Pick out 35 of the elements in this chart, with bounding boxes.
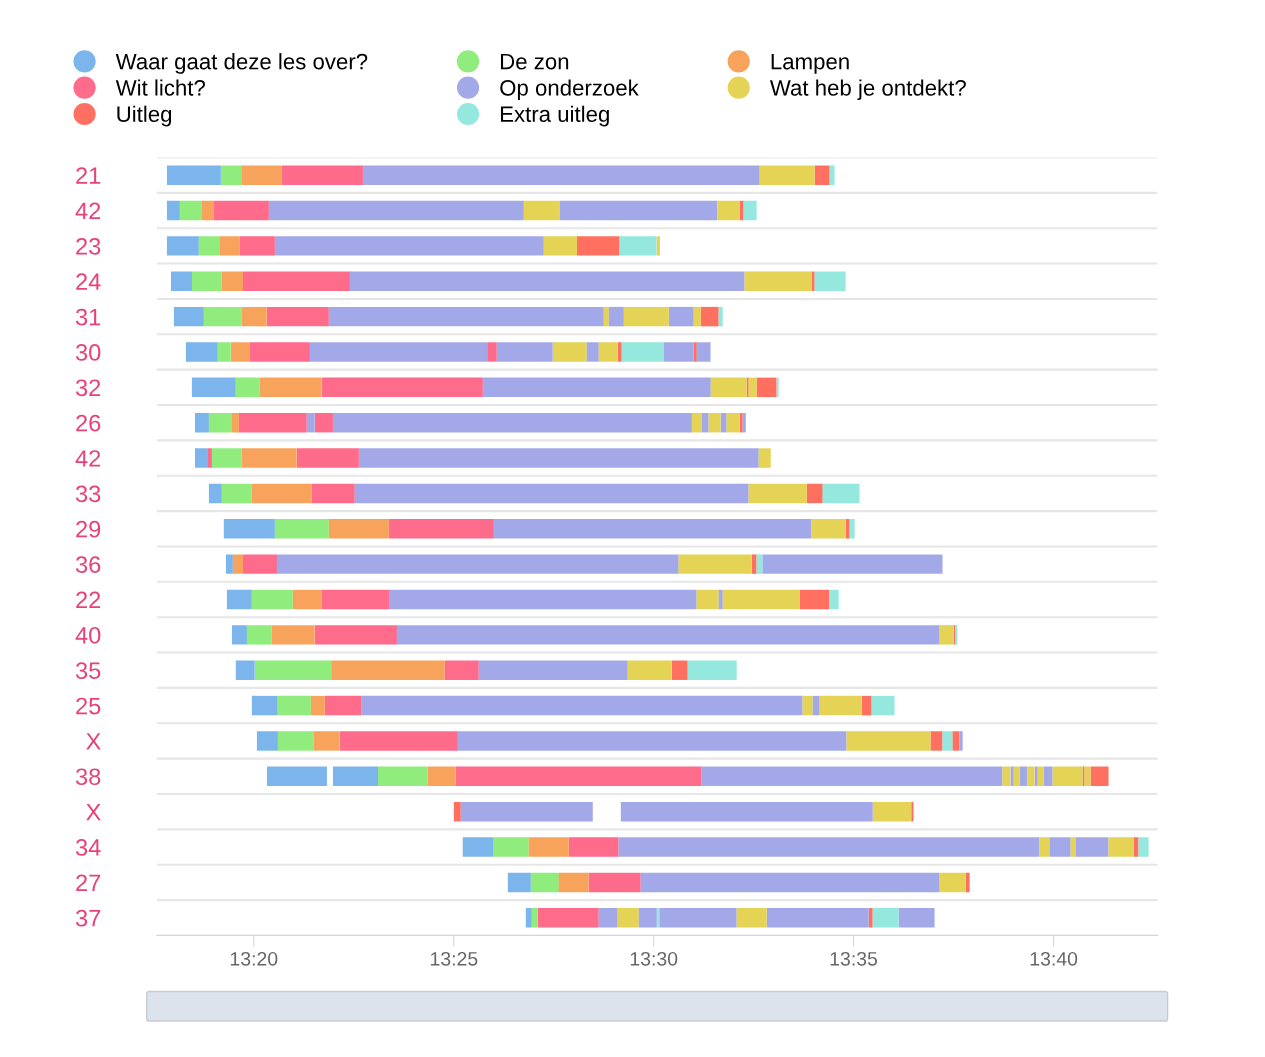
y-tick-label: 34 [75,839,101,856]
y-tick-label: 42 [75,202,101,220]
legend-label: Wat heb je ontdekt? [769,79,966,101]
y-tick-label: 35 [75,662,101,680]
y-tick-label: 21 [76,167,101,184]
x-tick-label: 13:40 [1030,951,1078,966]
y-tick-label: 30 [75,344,101,361]
y-tick-label: 24 [76,273,101,290]
legend-label: Op onderzoek [500,79,639,101]
legend-label: Wit licht? [115,79,205,96]
y-tick-label: 37 [75,909,101,927]
y-tick-label: 36 [75,556,101,573]
y-tick-label: 27 [76,874,101,891]
y-tick-label: 23 [76,237,101,255]
x-tick-label: 13:20 [230,951,278,966]
y-tick-label: 31 [75,308,101,326]
x-tick-label: 13:25 [431,951,478,966]
y-tick-label: X [86,733,101,750]
x-tick-label: 13:30 [630,951,678,966]
y-tick-label: 42 [75,450,101,467]
legend-label: Extra uitleg [500,105,609,127]
y-tick-label: X [86,803,101,821]
legend-label: Uitleg [117,105,172,127]
y-tick-label: 22 [76,591,101,609]
legend-label: De zon [500,53,569,70]
y-tick-label: 25 [76,697,101,715]
y-tick-label: 26 [76,414,101,432]
y-tick-label: 33 [75,485,101,503]
y-tick-label: 38 [75,768,101,786]
y-tick-label: 40 [75,626,101,644]
legend-label: Lampen [771,53,849,74]
y-tick-label: 32 [75,379,101,397]
x-tick-label: 13:35 [830,951,878,966]
legend-label: Waar gaat deze les over? [115,53,368,74]
y-tick-label: 29 [76,520,101,538]
